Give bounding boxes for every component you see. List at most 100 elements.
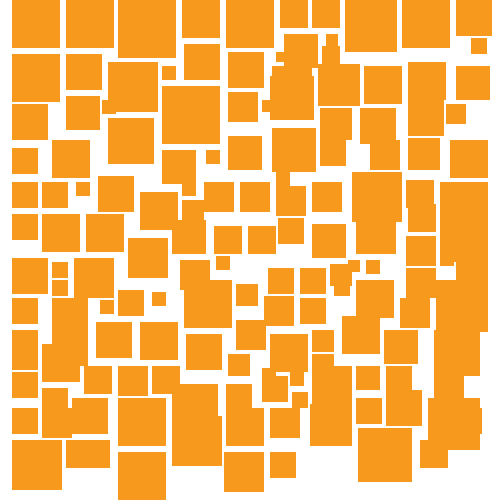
square-tile (228, 52, 264, 88)
square-tile (270, 76, 314, 120)
square-tile (66, 0, 114, 48)
square-tile (118, 366, 148, 396)
square-tile (358, 428, 412, 482)
square-tile (182, 182, 196, 196)
square-tile (300, 268, 326, 294)
square-tile (214, 226, 242, 254)
square-tile (312, 330, 334, 352)
square-tile (348, 260, 360, 272)
square-tile (182, 0, 220, 38)
square-tile (162, 86, 220, 144)
square-tile (470, 300, 488, 318)
square-tile (290, 372, 304, 386)
square-tile (118, 452, 166, 500)
square-tile (276, 186, 306, 216)
square-tile (276, 172, 290, 186)
square-tile (370, 140, 400, 170)
square-tile (310, 404, 352, 446)
square-tile (100, 300, 114, 314)
square-tile (471, 38, 487, 54)
square-tile (226, 0, 274, 48)
square-tile (284, 34, 318, 68)
square-tile (224, 452, 264, 492)
square-tile (162, 150, 196, 184)
square-tile (356, 398, 382, 424)
square-tile (74, 258, 114, 298)
square-tile (118, 290, 144, 316)
square-tile (270, 334, 308, 372)
square-tile (42, 344, 80, 382)
square-tile (236, 320, 266, 350)
square-tile (262, 376, 288, 402)
square-tile (52, 298, 88, 334)
square-tile (434, 330, 480, 376)
square-tile (184, 44, 220, 80)
square-tile (228, 354, 250, 376)
square-tile (408, 138, 440, 170)
square-tile (264, 296, 294, 326)
square-tile (456, 408, 482, 434)
square-tile (66, 54, 102, 90)
square-tile (108, 118, 154, 164)
square-tile (334, 280, 350, 296)
square-tile (386, 366, 412, 392)
square-tile (276, 52, 286, 62)
square-tile (42, 182, 68, 208)
square-tile (12, 344, 38, 370)
square-tile (12, 0, 60, 48)
square-tile (360, 108, 396, 144)
square-tile (52, 280, 68, 296)
square-tile (12, 408, 38, 434)
square-tile (12, 258, 48, 294)
square-tile (318, 64, 360, 106)
square-tile (312, 366, 352, 406)
square-tile (118, 398, 166, 446)
square-tile (456, 66, 490, 100)
square-tile (364, 66, 402, 104)
square-tile (66, 440, 94, 468)
square-tile (320, 140, 346, 166)
square-tile (400, 298, 430, 328)
square-tile (272, 128, 316, 172)
square-tile (152, 292, 166, 306)
square-tile (226, 408, 264, 446)
square-tile (420, 440, 448, 468)
square-tile (42, 408, 72, 438)
square-tile (236, 284, 258, 306)
square-tile (440, 252, 454, 266)
square-tile (386, 390, 422, 426)
square-tile (140, 322, 178, 360)
square-tile (408, 62, 446, 100)
square-tile (384, 330, 418, 364)
square-tile (456, 0, 492, 36)
square-tile (450, 140, 488, 178)
square-tile (102, 100, 116, 114)
square-tile (52, 140, 90, 178)
square-tile (12, 104, 48, 140)
square-tile (128, 238, 168, 278)
square-tile (312, 224, 346, 258)
square-tile (162, 66, 176, 80)
square-tile (76, 182, 90, 196)
square-tile (366, 260, 380, 274)
square-tile (216, 256, 230, 270)
square-tile (204, 182, 234, 212)
square-tile (118, 0, 176, 58)
square-tile (322, 46, 340, 64)
square-tile (86, 214, 124, 252)
square-tile (12, 440, 62, 490)
square-tile (402, 0, 450, 48)
square-tile (172, 432, 186, 446)
square-tile (312, 0, 340, 28)
square-tile (312, 182, 342, 212)
square-tile (240, 182, 270, 212)
square-tile (408, 100, 444, 136)
square-tile (228, 92, 258, 122)
square-tile (262, 100, 274, 112)
square-tile (300, 298, 326, 324)
square-tile (12, 298, 38, 324)
square-tile (84, 366, 112, 394)
square-tile (140, 192, 178, 230)
square-tile (96, 322, 132, 358)
square-tile (108, 62, 158, 112)
